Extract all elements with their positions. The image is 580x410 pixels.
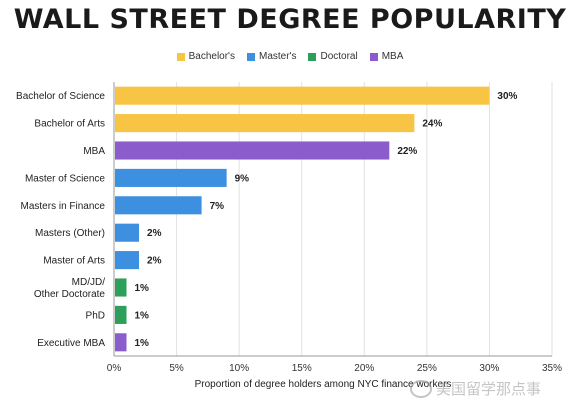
- category-label: Master of Science: [25, 173, 105, 184]
- category-label: Masters in Finance: [21, 201, 106, 212]
- data-label: 2%: [147, 256, 162, 267]
- data-label: 24%: [422, 119, 442, 130]
- bar: [115, 251, 140, 270]
- category-label: MD/JD/Other Doctorate: [34, 277, 106, 300]
- x-tick-label: 25%: [417, 363, 437, 374]
- data-label: 1%: [135, 283, 150, 294]
- data-label: 1%: [135, 310, 150, 321]
- legend-label-masters: Master's: [258, 51, 297, 62]
- data-label: 9%: [235, 173, 250, 184]
- x-tick-label: 5%: [169, 363, 184, 374]
- category-label: PhD: [86, 310, 105, 321]
- x-tick-label: 35%: [542, 363, 562, 374]
- wechat-icon: [410, 379, 432, 398]
- legend-label-bachelors: Bachelor's: [188, 51, 235, 62]
- watermark-text: 美国留学那点事: [436, 381, 542, 398]
- data-label: 30%: [497, 91, 517, 102]
- category-label: MBA: [83, 146, 105, 157]
- category-label: Masters (Other): [35, 228, 105, 239]
- legend-item-bachelors: Bachelor's: [176, 51, 235, 62]
- legend-swatch-masters: [246, 52, 255, 61]
- category-label: Bachelor of Arts: [34, 119, 105, 130]
- chart-title: WALL STREET DEGREE POPULARITY: [13, 4, 567, 35]
- bar: [115, 141, 390, 160]
- bar: [115, 86, 490, 105]
- x-tick-label: 20%: [354, 363, 374, 374]
- legend-label-doctoral: Doctoral: [320, 51, 358, 62]
- data-label: 7%: [210, 201, 225, 212]
- x-axis-title: Proportion of degree holders among NYC f…: [195, 379, 452, 390]
- legend-item-doctoral: Doctoral: [308, 51, 358, 62]
- x-tick-label: 0%: [107, 363, 122, 374]
- bar: [115, 333, 127, 352]
- bar: [115, 196, 202, 215]
- category-label: Bachelor of Science: [16, 91, 105, 102]
- x-tick-label: 10%: [229, 363, 249, 374]
- legend-item-masters: Master's: [246, 51, 297, 62]
- legend-swatch-bachelors: [176, 52, 185, 61]
- legend-item-mba: MBA: [369, 51, 404, 62]
- data-label: 2%: [147, 228, 162, 239]
- bar: [115, 223, 140, 242]
- bar: [115, 305, 127, 324]
- x-tick-label: 15%: [292, 363, 312, 374]
- data-label: 22%: [397, 146, 417, 157]
- watermark: 美国留学那点事: [410, 378, 541, 399]
- bar: [115, 278, 127, 297]
- bar: [115, 168, 227, 187]
- legend-label-mba: MBA: [381, 51, 404, 62]
- category-label: Executive MBA: [37, 338, 105, 349]
- bar: [115, 114, 415, 133]
- category-label: Master of Arts: [43, 256, 105, 267]
- x-tick-label: 30%: [479, 363, 499, 374]
- legend-swatch-mba: [369, 52, 378, 61]
- data-label: 1%: [135, 338, 150, 349]
- chart-legend: Bachelor's Master's Doctoral MBA: [0, 51, 580, 62]
- legend-swatch-doctoral: [308, 52, 317, 61]
